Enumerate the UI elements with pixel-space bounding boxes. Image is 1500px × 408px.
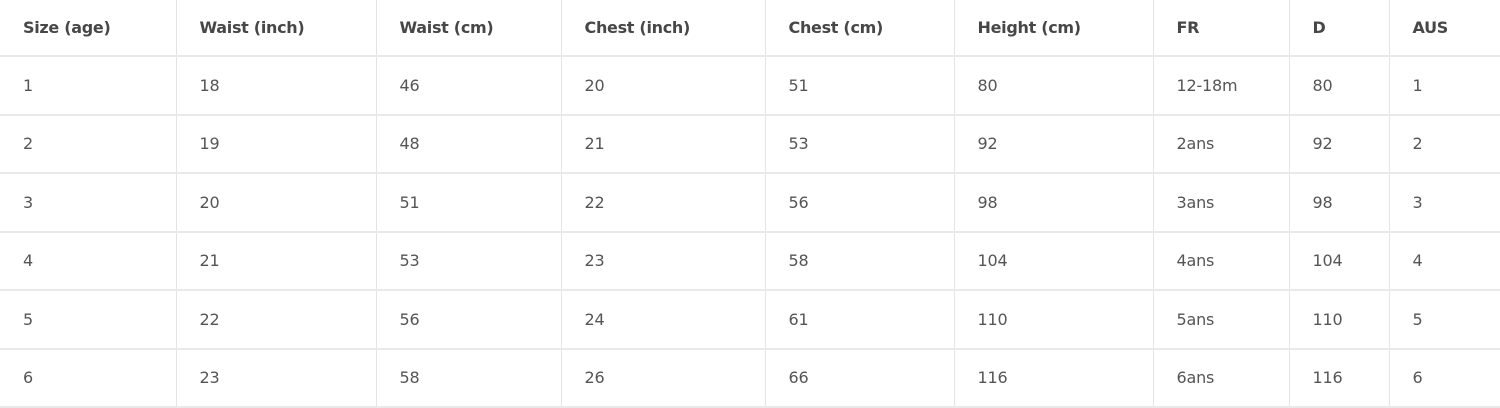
column-header: Chest (cm) (765, 0, 955, 57)
table-cell: 56 (376, 290, 562, 350)
table-cell: 58 (376, 348, 562, 408)
table-cell: 66 (765, 348, 955, 408)
table-cell: 53 (765, 114, 955, 174)
table-cell: 6 (1389, 348, 1500, 408)
table-cell: 110 (1289, 290, 1390, 350)
table-cell: 56 (765, 173, 955, 233)
table-cell: 3 (1389, 173, 1500, 233)
table-cell: 18 (176, 56, 377, 116)
table-row: 1 18 46 20 51 80 12-18m 80 1 (0, 56, 1500, 116)
table-cell: 48 (376, 114, 562, 174)
table-cell: 53 (376, 231, 562, 291)
table-cell: 58 (765, 231, 955, 291)
table-cell: 92 (954, 114, 1154, 174)
table-row: 2 19 48 21 53 92 2ans 92 2 (0, 114, 1500, 174)
table-cell: 1 (0, 56, 177, 116)
table-cell: 22 (176, 290, 377, 350)
table-row: 6 23 58 26 66 116 6ans 116 6 (0, 348, 1500, 408)
table-cell: 4ans (1153, 231, 1290, 291)
column-header: Waist (inch) (176, 0, 377, 57)
table-cell: 1 (1389, 56, 1500, 116)
table-cell: 92 (1289, 114, 1390, 174)
table-cell: 22 (561, 173, 766, 233)
table-cell: 21 (561, 114, 766, 174)
table-cell: 3 (0, 173, 177, 233)
header-row: Size (age) Waist (inch) Waist (cm) Chest (i… (0, 0, 1500, 57)
table-cell: 80 (954, 56, 1154, 116)
table-body: 1 18 46 20 51 80 12-18m 80 1 2 19 48 21 53 92 2ans 92 2 3 2… (0, 56, 1500, 408)
table-cell: 104 (1289, 231, 1390, 291)
table-cell: 61 (765, 290, 955, 350)
table-cell: 6ans (1153, 348, 1290, 408)
table-cell: 2 (0, 114, 177, 174)
table-cell: 51 (765, 56, 955, 116)
table-cell: 4 (0, 231, 177, 291)
table-cell: 4 (1389, 231, 1500, 291)
column-header: Chest (inch) (561, 0, 766, 57)
table-cell: 5ans (1153, 290, 1290, 350)
table-cell: 3ans (1153, 173, 1290, 233)
table-cell: 116 (954, 348, 1154, 408)
table-cell: 98 (954, 173, 1154, 233)
table-cell: 23 (561, 231, 766, 291)
table-row: 3 20 51 22 56 98 3ans 98 3 (0, 173, 1500, 233)
table-cell: 20 (561, 56, 766, 116)
table-cell: 80 (1289, 56, 1390, 116)
table-cell: 116 (1289, 348, 1390, 408)
column-header: Waist (cm) (376, 0, 562, 57)
table-cell: 2ans (1153, 114, 1290, 174)
table-cell: 110 (954, 290, 1154, 350)
table-cell: 46 (376, 56, 562, 116)
table-cell: 51 (376, 173, 562, 233)
table-cell: 19 (176, 114, 377, 174)
table-cell: 5 (0, 290, 177, 350)
table-cell: 2 (1389, 114, 1500, 174)
column-header: Height (cm) (954, 0, 1154, 57)
column-header: FR (1153, 0, 1290, 57)
table-header: Size (age) Waist (inch) Waist (cm) Chest (i… (0, 0, 1500, 57)
column-header: D (1289, 0, 1390, 57)
table-cell: 6 (0, 348, 177, 408)
table-cell: 5 (1389, 290, 1500, 350)
table-cell: 24 (561, 290, 766, 350)
column-header: AUS (1389, 0, 1500, 57)
table-cell: 20 (176, 173, 377, 233)
column-header: Size (age) (0, 0, 177, 57)
table-cell: 21 (176, 231, 377, 291)
table-cell: 104 (954, 231, 1154, 291)
table-cell: 23 (176, 348, 377, 408)
table-row: 5 22 56 24 61 110 5ans 110 5 (0, 290, 1500, 350)
table-cell: 98 (1289, 173, 1390, 233)
table-cell: 26 (561, 348, 766, 408)
table-cell: 12-18m (1153, 56, 1290, 116)
table-row: 4 21 53 23 58 104 4ans 104 4 (0, 231, 1500, 291)
